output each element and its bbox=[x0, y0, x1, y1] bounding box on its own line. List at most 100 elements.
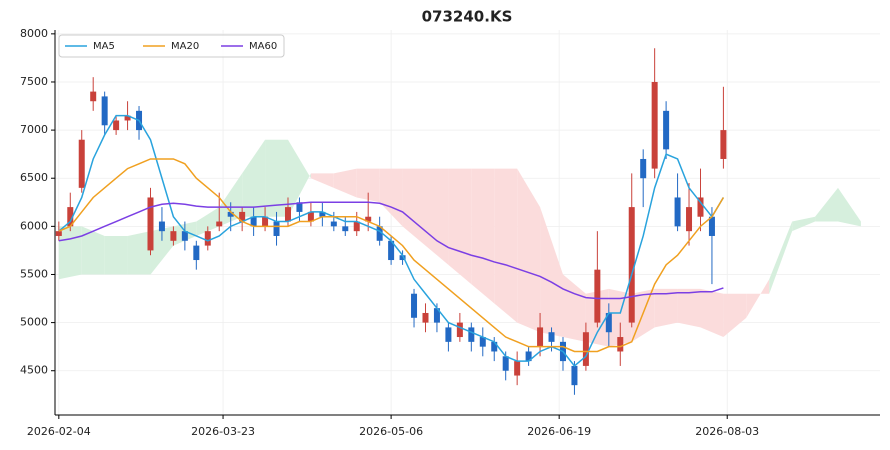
legend: MA5 MA20 MA60 bbox=[58, 34, 285, 58]
candle-body bbox=[158, 221, 165, 232]
candle-body bbox=[67, 207, 74, 227]
ma-line bbox=[58, 201, 724, 300]
candle-body bbox=[250, 216, 257, 227]
cloud-segment bbox=[471, 168, 495, 304]
candle-body bbox=[720, 130, 727, 159]
candle-body bbox=[571, 365, 578, 386]
candle-body bbox=[433, 308, 440, 323]
cloud-segment bbox=[287, 139, 311, 217]
cloud-segment bbox=[333, 168, 357, 198]
candle-body bbox=[491, 341, 498, 352]
cloud-segment bbox=[379, 168, 403, 227]
legend-frame bbox=[58, 34, 285, 58]
candle-body bbox=[582, 332, 589, 366]
cloud-segment bbox=[608, 288, 632, 347]
y-tick-label: 5000 bbox=[20, 316, 48, 329]
x-tick-label: 2026-06-19 bbox=[527, 425, 591, 438]
cloud-segment bbox=[562, 274, 586, 342]
cloud-segment bbox=[540, 207, 563, 338]
candle-body bbox=[502, 356, 509, 371]
x-tick-label: 2026-02-04 bbox=[27, 425, 91, 438]
y-tick-label: 8000 bbox=[20, 27, 48, 40]
x-tick-label: 2026-05-06 bbox=[359, 425, 423, 438]
y-tick-label: 7500 bbox=[20, 75, 48, 88]
candle-body bbox=[594, 269, 601, 323]
cloud-segment bbox=[310, 173, 334, 188]
candle-body bbox=[388, 240, 395, 261]
cloud-segment bbox=[723, 293, 747, 338]
candle-body bbox=[365, 216, 372, 222]
y-tick-label: 6000 bbox=[20, 219, 48, 232]
candle-body bbox=[456, 322, 463, 338]
cloud-segment bbox=[677, 288, 701, 328]
cloud-segment bbox=[242, 139, 266, 217]
candle-body bbox=[537, 327, 544, 347]
candle-body bbox=[663, 110, 670, 150]
cloud-segment bbox=[425, 168, 449, 265]
candle-body bbox=[273, 221, 280, 236]
candle-body bbox=[78, 139, 85, 188]
candle-body bbox=[204, 231, 211, 246]
candle-body bbox=[113, 120, 120, 131]
candle-body bbox=[422, 312, 429, 323]
y-tick-label: 5500 bbox=[20, 267, 48, 280]
candle-body bbox=[124, 115, 131, 121]
candle-body bbox=[617, 337, 624, 352]
legend-label: MA20 bbox=[171, 41, 199, 52]
x-tick-label: 2026-03-23 bbox=[191, 425, 255, 438]
candle-body bbox=[605, 312, 612, 333]
cloud-segment bbox=[815, 187, 838, 222]
candle-body bbox=[330, 221, 337, 227]
cloud-segment bbox=[265, 139, 288, 217]
cloud-segment bbox=[654, 288, 678, 328]
candle-body bbox=[376, 226, 383, 241]
candle-body bbox=[262, 216, 269, 227]
cloud-segment bbox=[219, 173, 243, 227]
candle-body bbox=[708, 216, 715, 236]
candle-body bbox=[445, 327, 452, 342]
candle-body bbox=[181, 231, 188, 241]
cloud-segment bbox=[746, 279, 770, 318]
cloud-segment bbox=[792, 216, 816, 232]
candle-body bbox=[342, 226, 349, 232]
legend-label: MA5 bbox=[93, 41, 115, 52]
candle-body bbox=[296, 202, 303, 212]
y-tick-label: 4500 bbox=[20, 364, 48, 377]
candle-body bbox=[411, 293, 418, 318]
candle-body bbox=[90, 91, 97, 102]
candle-body bbox=[170, 231, 177, 241]
candle-body bbox=[651, 81, 658, 169]
x-tick-label: 2026-08-03 bbox=[695, 425, 759, 438]
candle-body bbox=[216, 221, 223, 227]
candle-body bbox=[697, 197, 704, 217]
cloud-segment bbox=[104, 235, 128, 275]
candle-body bbox=[514, 361, 521, 376]
cloud-segment bbox=[494, 168, 518, 323]
candle-body bbox=[193, 245, 200, 261]
candle-body bbox=[239, 211, 246, 222]
candle-body bbox=[686, 207, 693, 232]
cloud-segment bbox=[196, 207, 220, 236]
ma-line bbox=[58, 158, 725, 353]
candle-body bbox=[307, 211, 314, 222]
candle-body bbox=[227, 211, 234, 217]
cloud-segment bbox=[402, 168, 426, 246]
cloud-segment bbox=[356, 168, 380, 203]
candle-body bbox=[147, 197, 154, 251]
cloud-segment bbox=[517, 168, 541, 333]
candle-body bbox=[399, 255, 406, 261]
cloud-segment bbox=[127, 231, 151, 275]
candle-body bbox=[319, 211, 326, 217]
candle-body bbox=[55, 231, 62, 236]
candle-body bbox=[628, 207, 635, 323]
candle-body bbox=[479, 337, 486, 347]
candle-body bbox=[353, 221, 360, 232]
candle-body bbox=[640, 158, 647, 179]
y-tick-label: 7000 bbox=[20, 123, 48, 136]
legend-label: MA60 bbox=[249, 41, 277, 52]
cloud-segment bbox=[58, 226, 82, 280]
cloud-segment bbox=[150, 226, 174, 275]
cloud-segment bbox=[448, 168, 472, 285]
candle-body bbox=[674, 197, 681, 227]
